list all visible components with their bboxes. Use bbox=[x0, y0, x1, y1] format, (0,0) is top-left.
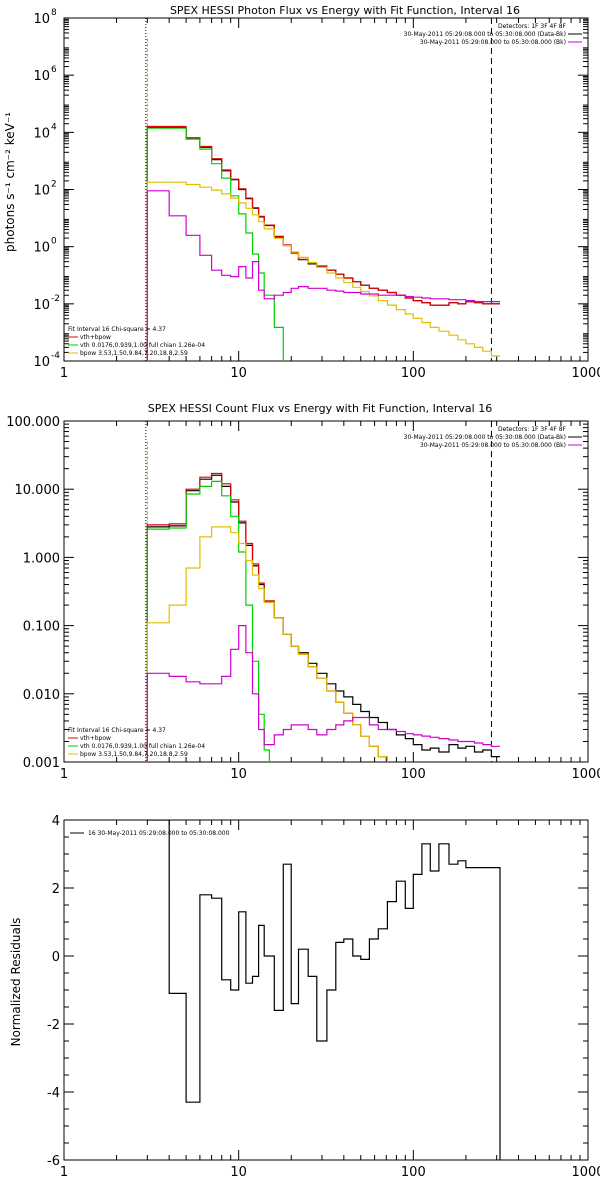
legend-text: vth 0.0176,0.939,1.00 full chian 1.26e-0… bbox=[80, 342, 205, 349]
y-tick-label: 10 bbox=[33, 355, 50, 370]
y-tick-label: 10 bbox=[33, 298, 50, 313]
plot-frame bbox=[63, 819, 589, 1161]
y-tick-label: -2 bbox=[47, 1018, 60, 1033]
plot-frame bbox=[63, 420, 589, 763]
y-tick-exponent: -4 bbox=[51, 351, 60, 361]
series-bpow bbox=[146, 526, 388, 762]
y-axis-label: Normalized Residuals bbox=[9, 918, 23, 1047]
y-tick-label: 10 bbox=[33, 184, 50, 199]
x-tick-label: 10 bbox=[230, 366, 247, 381]
series-bpow bbox=[146, 181, 500, 361]
y-tick-label: 2 bbox=[52, 882, 60, 897]
x-tick-label: 10 bbox=[230, 767, 247, 782]
legend-text: Fit Interval 16 Chi-square = 4.37 bbox=[68, 326, 166, 333]
y-tick-label: 10 bbox=[33, 12, 50, 27]
legend-text: Fit Interval 16 Chi-square = 4.37 bbox=[68, 727, 166, 734]
legend-text: 16 30-May-2011 05:29:08.000 to 05:30:08.… bbox=[88, 830, 230, 837]
y-tick-label: 10 bbox=[33, 241, 50, 256]
plot-area: 110100100010-410-2100102104106108Detecto… bbox=[33, 8, 600, 381]
series-bk bbox=[146, 625, 500, 762]
y-tick-label: 0.001 bbox=[23, 756, 60, 771]
legend-text: vth+bpow bbox=[80, 735, 111, 742]
y-tick-label: 0 bbox=[52, 950, 60, 965]
legend-text: 30-May-2011 05:29:08.000 to 05:30:08.000… bbox=[420, 442, 566, 449]
legend-text: bpow 3.53,1.50,9.84,7.20,18.8,2.59 bbox=[80, 350, 188, 357]
y-tick-exponent: 8 bbox=[51, 8, 57, 18]
y-tick-exponent: 6 bbox=[51, 65, 57, 75]
y-tick-exponent: 0 bbox=[51, 237, 57, 247]
count-flux-panel: SPEX HESSI Count Flux vs Energy with Fit… bbox=[6, 402, 600, 782]
legend-text: vth+bpow bbox=[80, 334, 111, 341]
y-tick-label: 10.000 bbox=[15, 483, 61, 498]
y-tick-label: 100.000 bbox=[6, 415, 60, 430]
y-tick-label: 10 bbox=[33, 126, 50, 141]
legend-text: Detectors: 1F 3F 4F 8F bbox=[498, 426, 567, 433]
x-tick-label: 1 bbox=[60, 1165, 68, 1180]
x-tick-label: 1 bbox=[60, 767, 68, 782]
series-vth bbox=[146, 127, 284, 361]
series-data-bk bbox=[146, 474, 500, 762]
x-tick-label: 1 bbox=[60, 366, 68, 381]
series-vth-bpow bbox=[146, 472, 388, 762]
legend-text: 30-May-2011 05:29:08.000 to 05:30:08.000… bbox=[420, 39, 566, 46]
y-tick-exponent: -2 bbox=[51, 294, 60, 304]
legend-text: vth 0.0176,0.939,1.00 full chian 1.26e-0… bbox=[80, 743, 205, 750]
y-tick-label: 0.100 bbox=[23, 620, 60, 635]
legend-text: bpow 3.53,1.50,9.84,7.20,18.8,2.59 bbox=[80, 751, 188, 758]
y-tick-label: 0.010 bbox=[23, 688, 60, 703]
chart-title: SPEX HESSI Photon Flux vs Energy with Fi… bbox=[170, 4, 520, 17]
y-tick-label: -6 bbox=[47, 1154, 60, 1169]
legend-text: 30-May-2011 05:29:08.000 to 05:30:08.000… bbox=[404, 31, 566, 38]
y-tick-label: 10 bbox=[33, 69, 50, 84]
series-bk bbox=[146, 190, 500, 361]
series-16-30-may-2011-05-29-08-000-to-05-30-08-000 bbox=[147, 820, 501, 1160]
chart-title: SPEX HESSI Count Flux vs Energy with Fit… bbox=[148, 402, 492, 415]
y-axis-label: photons s⁻¹ cm⁻² keV⁻¹ bbox=[3, 112, 17, 252]
x-tick-label: 100 bbox=[401, 366, 426, 381]
series-group bbox=[146, 472, 500, 762]
y-tick-exponent: 2 bbox=[51, 180, 57, 190]
y-tick-label: 4 bbox=[52, 814, 60, 829]
x-tick-label: 100 bbox=[401, 1165, 426, 1180]
y-tick-label: 1.000 bbox=[23, 551, 60, 566]
photon-flux-panel: SPEX HESSI Photon Flux vs Energy with Fi… bbox=[3, 4, 600, 381]
x-tick-label: 100 bbox=[401, 767, 426, 782]
series-vth-bpow bbox=[146, 125, 500, 361]
y-tick-exponent: 4 bbox=[51, 122, 57, 132]
series-group bbox=[146, 125, 500, 361]
legend-text: Detectors: 1F 3F 4F 8F bbox=[498, 23, 567, 30]
x-tick-label: 10 bbox=[230, 1165, 247, 1180]
series-vth bbox=[146, 480, 270, 762]
legend-text: 30-May-2011 05:29:08.000 to 05:30:08.000… bbox=[404, 434, 566, 441]
y-tick-label: -4 bbox=[47, 1086, 60, 1101]
plot-frame bbox=[63, 17, 589, 362]
series-group bbox=[147, 820, 501, 1160]
